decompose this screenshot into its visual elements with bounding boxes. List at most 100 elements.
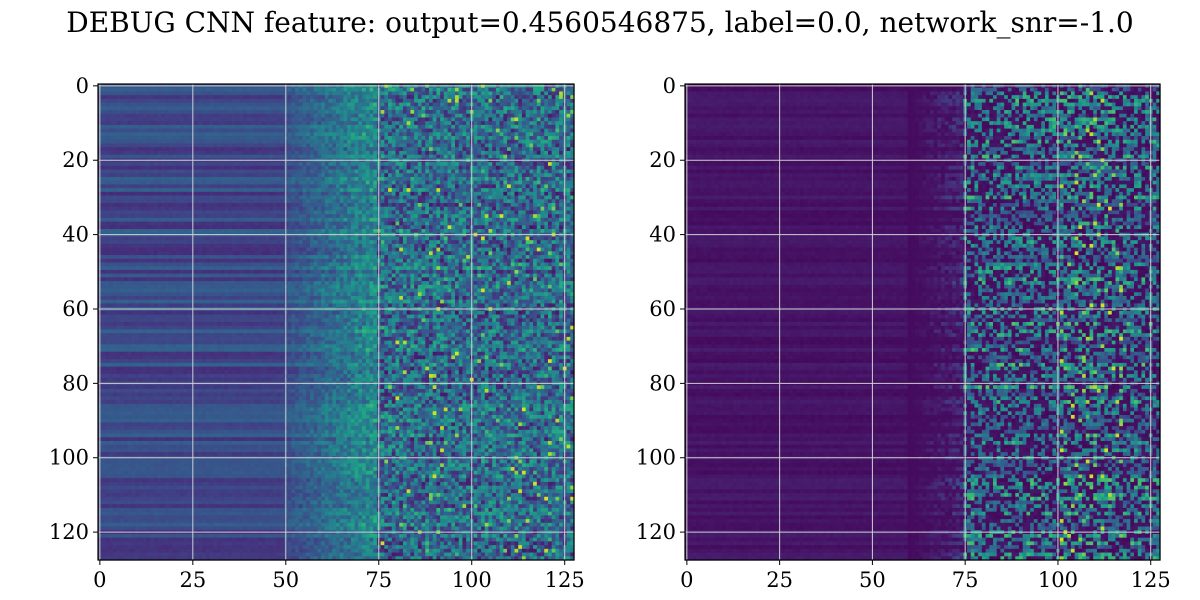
heatmap-row xyxy=(98,147,575,152)
heatmap-row xyxy=(685,329,1161,334)
y-tick-label: 80 xyxy=(62,371,89,395)
heatmap-row xyxy=(98,102,575,107)
heatmap-row xyxy=(98,459,575,464)
heatmap-row xyxy=(685,143,1161,148)
heatmap-row xyxy=(98,474,575,479)
heatmap-row xyxy=(98,481,575,487)
heatmap-row xyxy=(98,191,575,197)
heatmap-row xyxy=(98,340,575,345)
heatmap-row xyxy=(98,433,575,438)
heatmap-row xyxy=(685,519,1161,524)
heatmap-row xyxy=(685,113,1161,119)
heatmap-row xyxy=(685,500,1161,505)
heatmap-row xyxy=(685,217,1161,223)
heatmap-row xyxy=(98,414,575,420)
heatmap-row xyxy=(685,403,1161,409)
heatmap-row xyxy=(98,541,575,546)
y-tick-label: 120 xyxy=(49,520,89,544)
heatmap-row xyxy=(98,150,575,156)
heatmap-row xyxy=(98,522,575,528)
heatmap-row xyxy=(98,87,575,93)
heatmap-row xyxy=(98,537,575,543)
heatmap-row xyxy=(98,418,575,424)
heatmap-row xyxy=(685,441,1161,446)
heatmap-row xyxy=(685,340,1161,345)
heatmap-row xyxy=(98,136,575,141)
heatmap-row xyxy=(98,195,575,200)
x-tick-label: 125 xyxy=(1131,568,1171,592)
heatmap-row xyxy=(685,284,1161,290)
x-tick-label: 0 xyxy=(680,568,693,592)
heatmap-row xyxy=(98,355,575,360)
heatmap-row xyxy=(685,467,1161,472)
heatmap-row xyxy=(98,240,575,245)
heatmap-row xyxy=(98,162,575,167)
heatmap-row xyxy=(685,295,1161,301)
heatmap-row xyxy=(98,552,575,557)
heatmap-row xyxy=(685,385,1161,390)
heatmap-row xyxy=(98,281,575,286)
heatmap-row xyxy=(98,210,575,215)
heatmap-row xyxy=(98,124,575,130)
heatmap-row xyxy=(685,117,1161,122)
heatmap-row xyxy=(685,474,1161,479)
heatmap-row xyxy=(685,154,1161,159)
heatmap-row xyxy=(98,478,575,483)
heatmap-row xyxy=(685,203,1161,208)
heatmap-row xyxy=(685,407,1161,412)
heatmap-row xyxy=(685,139,1161,145)
heatmap-panel-left: 0 25 50 75 100 125 0 20 40 60 80 100 120 xyxy=(49,74,585,592)
heatmap-row xyxy=(98,247,575,252)
x-tick-label: 100 xyxy=(452,568,492,592)
heatmap-row xyxy=(98,452,575,457)
heatmap-row xyxy=(98,310,575,316)
heatmap-row xyxy=(685,418,1161,424)
heatmap-row xyxy=(685,98,1161,104)
heatmap-row xyxy=(98,143,575,148)
heatmap-row xyxy=(685,348,1161,353)
heatmap-row xyxy=(98,489,575,494)
heatmap-row xyxy=(685,396,1161,401)
heatmap-row xyxy=(685,388,1161,394)
heatmap-row xyxy=(98,485,575,490)
heatmap-row xyxy=(98,251,575,256)
heatmap-row xyxy=(685,124,1161,130)
heatmap-row xyxy=(98,295,575,301)
x-tick-label: 0 xyxy=(93,568,106,592)
heatmap-row xyxy=(685,429,1161,435)
heatmap-row xyxy=(685,478,1161,483)
heatmap-row xyxy=(685,210,1161,215)
heatmap-row xyxy=(685,533,1161,539)
heatmap-row xyxy=(685,470,1161,476)
heatmap-row xyxy=(98,496,575,502)
heatmap-row xyxy=(685,325,1161,331)
heatmap-row xyxy=(98,288,575,293)
heatmap-row xyxy=(98,351,575,357)
heatmap-row xyxy=(98,519,575,524)
heatmap-row xyxy=(98,214,575,219)
heatmap-row xyxy=(98,91,575,96)
heatmap-row xyxy=(685,411,1161,416)
heatmap-row xyxy=(98,359,575,364)
heatmap-row xyxy=(685,150,1161,156)
heatmap-row xyxy=(98,470,575,476)
heatmap-row xyxy=(685,206,1161,212)
heatmap-row xyxy=(98,98,575,104)
heatmap-row xyxy=(685,400,1161,405)
heatmap-row xyxy=(98,400,575,405)
heatmap-row xyxy=(98,121,575,126)
heatmap-row xyxy=(98,407,575,412)
heatmap-row xyxy=(98,117,575,122)
x-tick-label: 125 xyxy=(545,568,585,592)
y-tick-label: 60 xyxy=(62,297,89,321)
heatmap-row xyxy=(685,318,1161,323)
heatmap-row xyxy=(685,273,1161,278)
heatmap-row xyxy=(98,139,575,145)
heatmap-row xyxy=(685,221,1161,226)
heatmap-row xyxy=(685,165,1161,171)
heatmap-row xyxy=(685,537,1161,543)
heatmap-row xyxy=(685,132,1161,137)
heatmap-row xyxy=(685,288,1161,293)
heatmap-row xyxy=(98,545,575,550)
